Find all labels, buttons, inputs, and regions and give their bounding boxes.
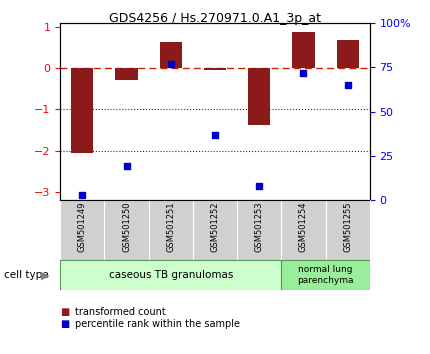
Bar [204, 68, 226, 69]
Text: ■: ■ [60, 307, 70, 316]
Point [167, 61, 174, 67]
Text: caseous TB granulomas: caseous TB granulomas [109, 270, 233, 280]
Bar [71, 68, 93, 153]
Text: GSM501253: GSM501253 [255, 202, 264, 252]
Text: GSM501249: GSM501249 [78, 202, 87, 252]
Bar [248, 68, 270, 125]
Point [79, 192, 86, 198]
Bar [104, 200, 149, 260]
Bar [237, 200, 281, 260]
Point [344, 82, 351, 88]
Text: cell type: cell type [4, 270, 49, 280]
Text: percentile rank within the sample: percentile rank within the sample [75, 319, 240, 329]
Text: GSM501251: GSM501251 [166, 202, 175, 252]
Bar [337, 40, 359, 68]
Text: GSM501252: GSM501252 [211, 202, 219, 252]
Text: ■: ■ [60, 319, 70, 329]
Bar [193, 200, 237, 260]
Bar [160, 41, 182, 68]
Point [123, 164, 130, 169]
Point [212, 132, 218, 137]
Text: ▶: ▶ [41, 270, 49, 280]
Bar [116, 68, 138, 80]
Bar [60, 200, 104, 260]
Bar [292, 32, 314, 68]
Text: GDS4256 / Hs.270971.0.A1_3p_at: GDS4256 / Hs.270971.0.A1_3p_at [109, 12, 321, 25]
Point [300, 70, 307, 75]
Point [256, 183, 263, 189]
Bar [60, 260, 281, 290]
Bar [281, 200, 326, 260]
Bar [326, 200, 370, 260]
Bar [149, 200, 193, 260]
Bar [281, 260, 370, 290]
Text: normal lung
parenchyma: normal lung parenchyma [297, 265, 354, 285]
Text: GSM501254: GSM501254 [299, 202, 308, 252]
Text: transformed count: transformed count [75, 307, 166, 316]
Text: GSM501255: GSM501255 [343, 202, 352, 252]
Text: GSM501250: GSM501250 [122, 202, 131, 252]
